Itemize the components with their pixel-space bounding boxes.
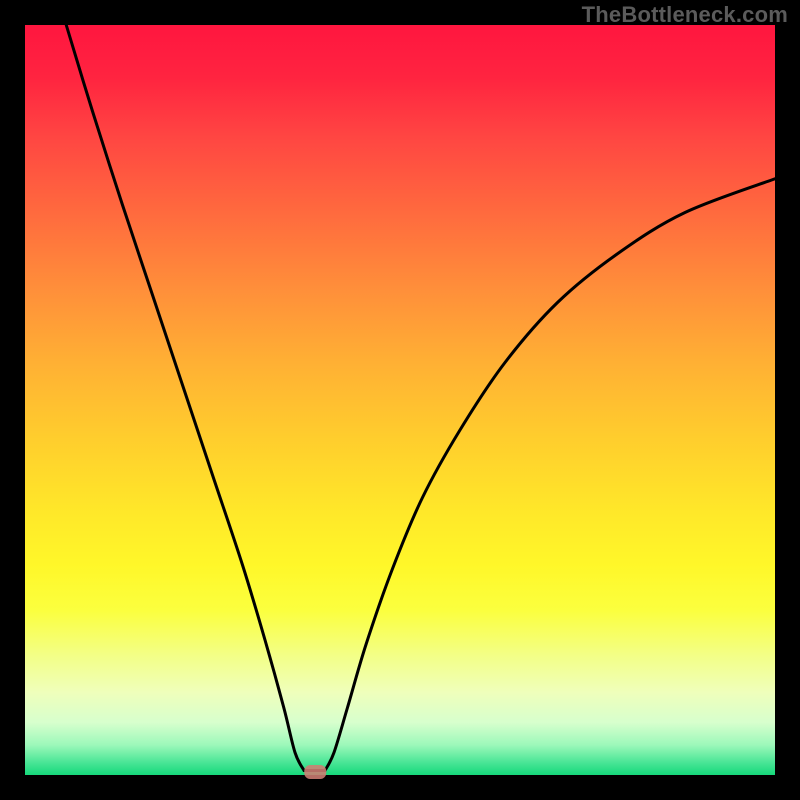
- plot-background: [25, 25, 775, 775]
- optimal-point-marker: [304, 765, 326, 779]
- bottleneck-chart: [0, 0, 800, 800]
- figure-container: TheBottleneck.com: [0, 0, 800, 800]
